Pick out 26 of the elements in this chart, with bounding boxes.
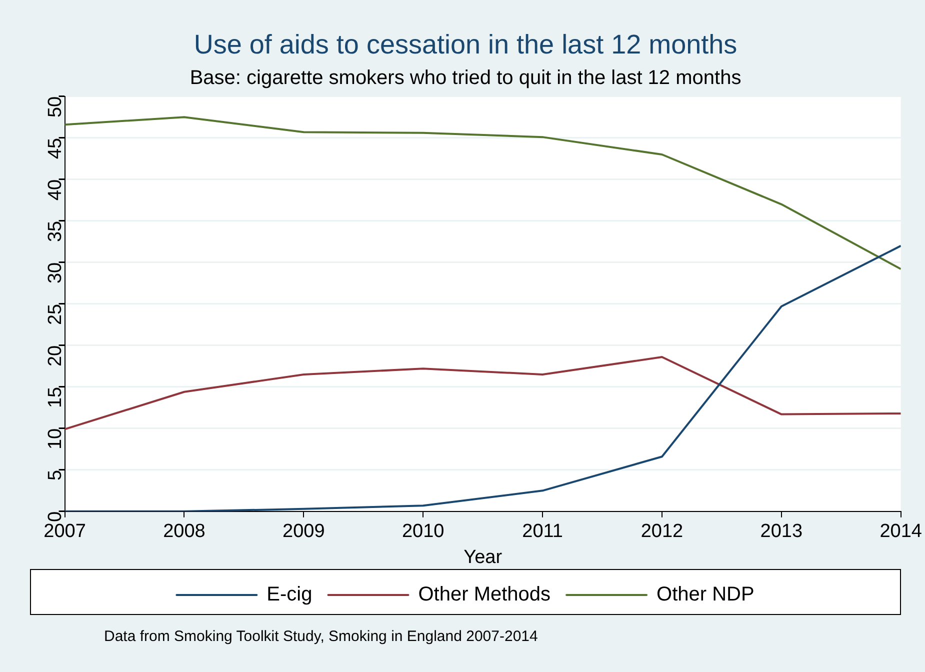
x-tick-label: 2009	[282, 521, 325, 542]
legend-label: Other Methods	[418, 584, 551, 606]
x-axis-title: Year	[464, 546, 503, 568]
legend-label: E-cig	[266, 584, 312, 606]
x-tick-label: 2007	[44, 521, 86, 542]
y-tick-label: 5	[45, 470, 66, 480]
y-tick-label: 40	[45, 179, 66, 201]
y-tick-label: 0	[45, 511, 66, 522]
y-tick-label: 30	[45, 262, 66, 284]
x-tick-label: 2014	[880, 521, 922, 542]
y-tick-label: 50	[45, 96, 66, 118]
chart-subtitle: Base: cigarette smokers who tried to quit in the last 12 months	[190, 66, 742, 89]
y-tick-label: 25	[45, 304, 66, 326]
y-tick-label: 15	[45, 386, 66, 408]
y-tick-label: 35	[45, 220, 66, 242]
text: Data from Smoking Toolkit Study, Smoking in England 2007-2014	[104, 628, 538, 645]
y-tick-label: 20	[45, 345, 66, 367]
y-tick-label: 10	[45, 428, 66, 450]
y-tick-label: 45	[45, 138, 66, 160]
x-tick-label: 2013	[760, 521, 803, 542]
legend-label: Other NDP	[656, 584, 754, 606]
x-tick-label: 2011	[522, 521, 563, 542]
x-tick-label: 2012	[640, 521, 684, 542]
chart-title: Use of aids to cessation in the last 12 months	[194, 30, 738, 60]
x-tick-label: 2010	[402, 521, 444, 542]
x-tick-label: 2008	[163, 521, 206, 542]
